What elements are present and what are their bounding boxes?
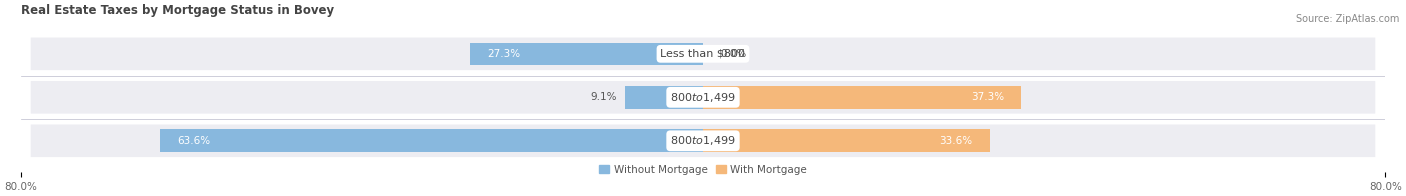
FancyBboxPatch shape bbox=[31, 37, 1375, 70]
Text: 37.3%: 37.3% bbox=[972, 92, 1004, 102]
FancyBboxPatch shape bbox=[31, 124, 1375, 157]
Text: Real Estate Taxes by Mortgage Status in Bovey: Real Estate Taxes by Mortgage Status in … bbox=[21, 4, 333, 17]
Bar bbox=[703, 130, 990, 152]
Text: Less than $800: Less than $800 bbox=[661, 49, 745, 59]
FancyBboxPatch shape bbox=[31, 81, 1375, 114]
Text: $800 to $1,499: $800 to $1,499 bbox=[671, 91, 735, 104]
Text: Source: ZipAtlas.com: Source: ZipAtlas.com bbox=[1295, 14, 1399, 24]
Legend: Without Mortgage, With Mortgage: Without Mortgage, With Mortgage bbox=[595, 161, 811, 179]
Bar bbox=[626, 86, 703, 109]
Text: $800 to $1,499: $800 to $1,499 bbox=[671, 134, 735, 147]
Bar bbox=[703, 86, 1021, 109]
Bar bbox=[160, 130, 703, 152]
Text: 63.6%: 63.6% bbox=[177, 136, 211, 146]
Bar bbox=[470, 43, 703, 65]
Text: 33.6%: 33.6% bbox=[939, 136, 973, 146]
Text: 0.0%: 0.0% bbox=[720, 49, 747, 59]
Text: 27.3%: 27.3% bbox=[488, 49, 520, 59]
Text: 9.1%: 9.1% bbox=[591, 92, 617, 102]
